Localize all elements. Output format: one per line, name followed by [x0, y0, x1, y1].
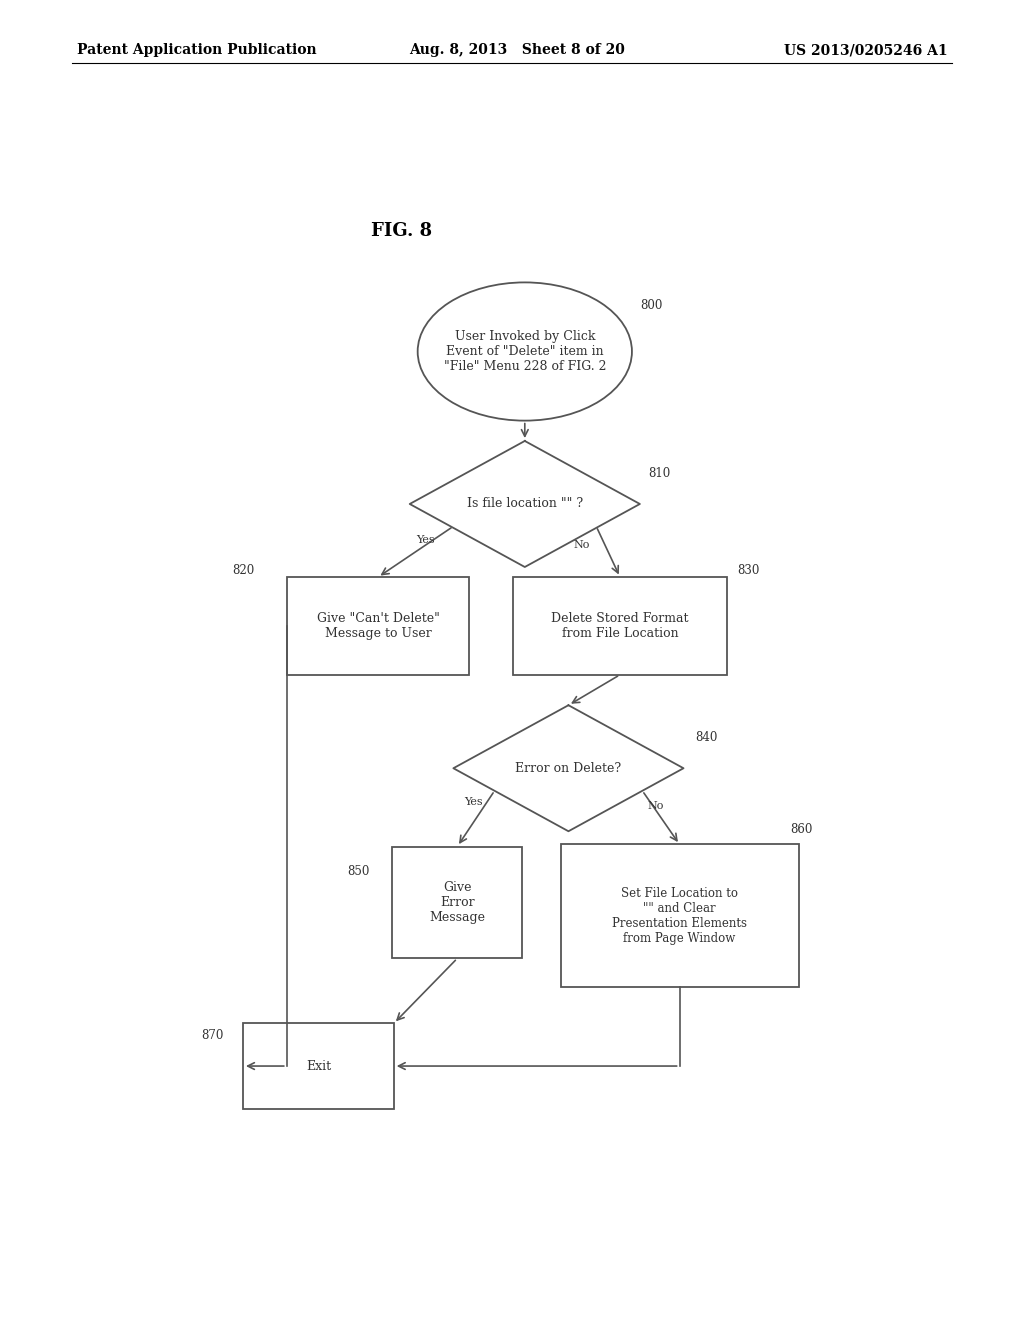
Text: 840: 840 [695, 731, 718, 744]
Text: 860: 860 [791, 822, 813, 836]
Bar [392, 846, 522, 958]
Text: Give
Error
Message: Give Error Message [429, 880, 485, 924]
Bar [560, 845, 799, 987]
Text: Set File Location to
"" and Clear
Presentation Elements
from Page Window: Set File Location to "" and Clear Presen… [612, 887, 748, 945]
Text: Yes: Yes [417, 535, 435, 545]
Text: Error on Delete?: Error on Delete? [515, 762, 622, 775]
Text: No: No [573, 540, 590, 549]
Bar [513, 577, 727, 675]
Text: Delete Stored Format
from File Location: Delete Stored Format from File Location [551, 612, 689, 640]
Text: 870: 870 [201, 1030, 223, 1041]
Text: User Invoked by Click
Event of "Delete" item in
"File" Menu 228 of FIG. 2: User Invoked by Click Event of "Delete" … [443, 330, 606, 374]
Bar [287, 577, 469, 675]
Text: 820: 820 [232, 564, 255, 577]
Text: Aug. 8, 2013   Sheet 8 of 20: Aug. 8, 2013 Sheet 8 of 20 [410, 44, 626, 57]
Bar [243, 1023, 394, 1109]
Text: US 2013/0205246 A1: US 2013/0205246 A1 [783, 44, 947, 57]
Text: Exit: Exit [306, 1060, 331, 1073]
Text: 800: 800 [640, 300, 663, 313]
Text: 830: 830 [737, 564, 760, 577]
Text: FIG. 8: FIG. 8 [372, 222, 432, 239]
Text: Give "Can't Delete"
Message to User: Give "Can't Delete" Message to User [316, 612, 439, 640]
Text: Yes: Yes [464, 797, 482, 807]
Text: No: No [647, 801, 664, 810]
Text: Patent Application Publication: Patent Application Publication [77, 44, 316, 57]
Text: 810: 810 [648, 467, 670, 480]
Text: Is file location "" ?: Is file location "" ? [467, 498, 583, 511]
Text: 850: 850 [348, 866, 370, 878]
